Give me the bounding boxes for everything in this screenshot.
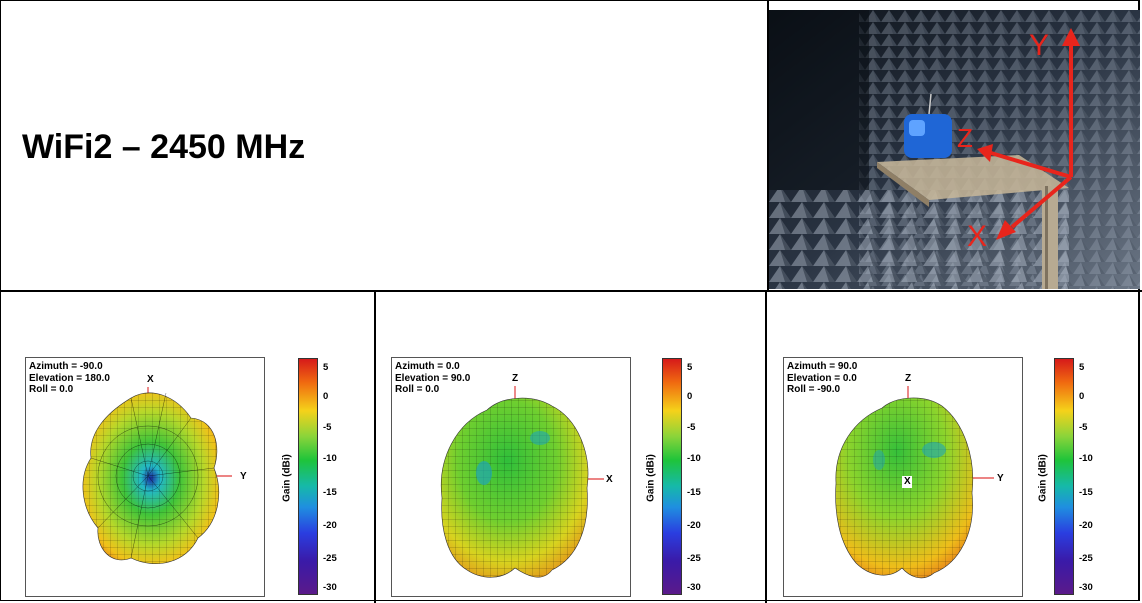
elevation-label: Elevation = 0.0 (787, 372, 857, 384)
panel-3-center-axis: X (904, 476, 911, 487)
panel-2-top-axis: Z (512, 373, 519, 384)
tick: -25 (1079, 553, 1093, 564)
tick: 0 (323, 391, 329, 402)
elevation-label: Elevation = 90.0 (395, 372, 471, 384)
colorbar-3-label: Gain (dBi) (1037, 454, 1049, 502)
colorbar-3-ticks: 5 0 -5 -10 -15 -20 -25 -30 (1079, 358, 1109, 598)
tick: 5 (323, 362, 329, 373)
tick: -20 (323, 520, 337, 531)
azimuth-label: Azimuth = 0.0 (395, 361, 460, 372)
roll-label: Roll = -90.0 (787, 384, 841, 395)
colorbar-1 (298, 358, 318, 595)
panel-2-side-axis: X (606, 474, 613, 485)
tick: -15 (1079, 487, 1093, 498)
panel-3-top-axis: Z (905, 373, 912, 384)
page-title: WiFi2 – 2450 MHz (22, 128, 306, 166)
elevation-label: Elevation = 180.0 (29, 372, 110, 384)
photo-axis-x: X (967, 220, 987, 253)
chamber-photo: Y Z X (769, 10, 1140, 289)
tick: -30 (1079, 582, 1093, 593)
colorbar-1-ticks: 5 0 -5 -10 -15 -20 -25 -30 (323, 358, 353, 598)
panel-1-top-axis: X (147, 374, 154, 385)
tick: -25 (323, 553, 337, 564)
tick: -30 (323, 582, 337, 593)
tick: -5 (687, 422, 696, 433)
panel-2-info: Azimuth = 0.0 Elevation = 90.0 Roll = 0.… (395, 361, 470, 396)
tick: 0 (687, 391, 693, 402)
tick: -10 (323, 453, 337, 464)
tick: -30 (687, 582, 701, 593)
radiation-pattern-2 (440, 386, 604, 578)
header-divider (767, 0, 769, 290)
panel-3-info: Azimuth = 90.0 Elevation = 0.0 Roll = -9… (787, 361, 857, 396)
panel-1-side-axis: Y (240, 471, 247, 482)
photo-axis-y: Y (1029, 29, 1049, 62)
tick: -5 (323, 422, 332, 433)
tick: -10 (1079, 453, 1093, 464)
azimuth-label: Azimuth = 90.0 (787, 361, 858, 372)
panel-3-side-axis: Y (997, 473, 1004, 484)
pattern-panel-1: Azimuth = -90.0 Elevation = 180.0 Roll =… (25, 357, 265, 597)
tick: 5 (1079, 362, 1085, 373)
radiation-pattern-1 (82, 387, 232, 564)
photo-axis-z: Z (957, 123, 973, 153)
colorbar-1-label: Gain (dBi) (281, 454, 293, 502)
col-divider-2 (765, 290, 767, 603)
tick: -15 (323, 487, 337, 498)
roll-label: Roll = 0.0 (29, 384, 74, 395)
roll-label: Roll = 0.0 (395, 384, 440, 395)
tick: -5 (1079, 422, 1088, 433)
pattern-panel-3: Azimuth = 90.0 Elevation = 0.0 Roll = -9… (783, 357, 1023, 597)
tick: 0 (1079, 391, 1085, 402)
tick: -20 (687, 520, 701, 531)
radiation-pattern-3 (835, 386, 994, 579)
panel-1-info: Azimuth = -90.0 Elevation = 180.0 Roll =… (29, 361, 110, 396)
tick: -20 (1079, 520, 1093, 531)
tick: -25 (687, 553, 701, 564)
col-divider-1 (374, 290, 376, 603)
tick: -10 (687, 453, 701, 464)
pattern-panel-2: Azimuth = 0.0 Elevation = 90.0 Roll = 0.… (391, 357, 631, 597)
colorbar-2 (662, 358, 682, 595)
row-divider (0, 290, 1142, 292)
tick: -15 (687, 487, 701, 498)
colorbar-2-ticks: 5 0 -5 -10 -15 -20 -25 -30 (687, 358, 717, 598)
tick: 5 (687, 362, 693, 373)
azimuth-label: Azimuth = -90.0 (29, 361, 103, 372)
colorbar-2-label: Gain (dBi) (645, 454, 657, 502)
colorbar-3 (1054, 358, 1074, 595)
